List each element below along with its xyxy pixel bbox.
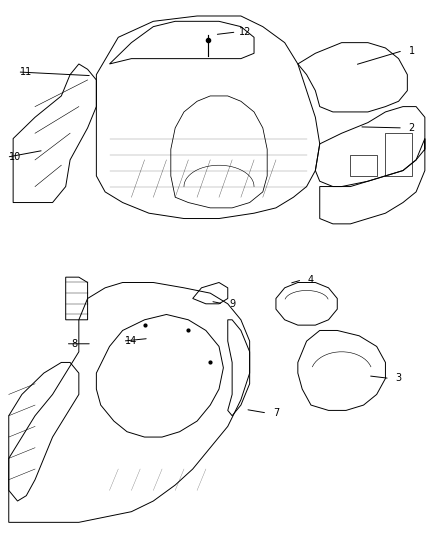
Text: 8: 8 (71, 339, 78, 349)
Text: 1: 1 (409, 46, 415, 55)
Text: 7: 7 (273, 408, 279, 418)
Bar (385, 133, 412, 176)
Text: 2: 2 (409, 123, 415, 133)
Text: 9: 9 (229, 299, 235, 309)
Text: 11: 11 (20, 67, 32, 77)
Text: 4: 4 (308, 275, 314, 285)
Text: 10: 10 (9, 152, 21, 162)
Bar (350, 155, 377, 176)
Text: 12: 12 (239, 27, 251, 37)
Text: 3: 3 (396, 374, 402, 383)
Text: 14: 14 (125, 336, 138, 346)
